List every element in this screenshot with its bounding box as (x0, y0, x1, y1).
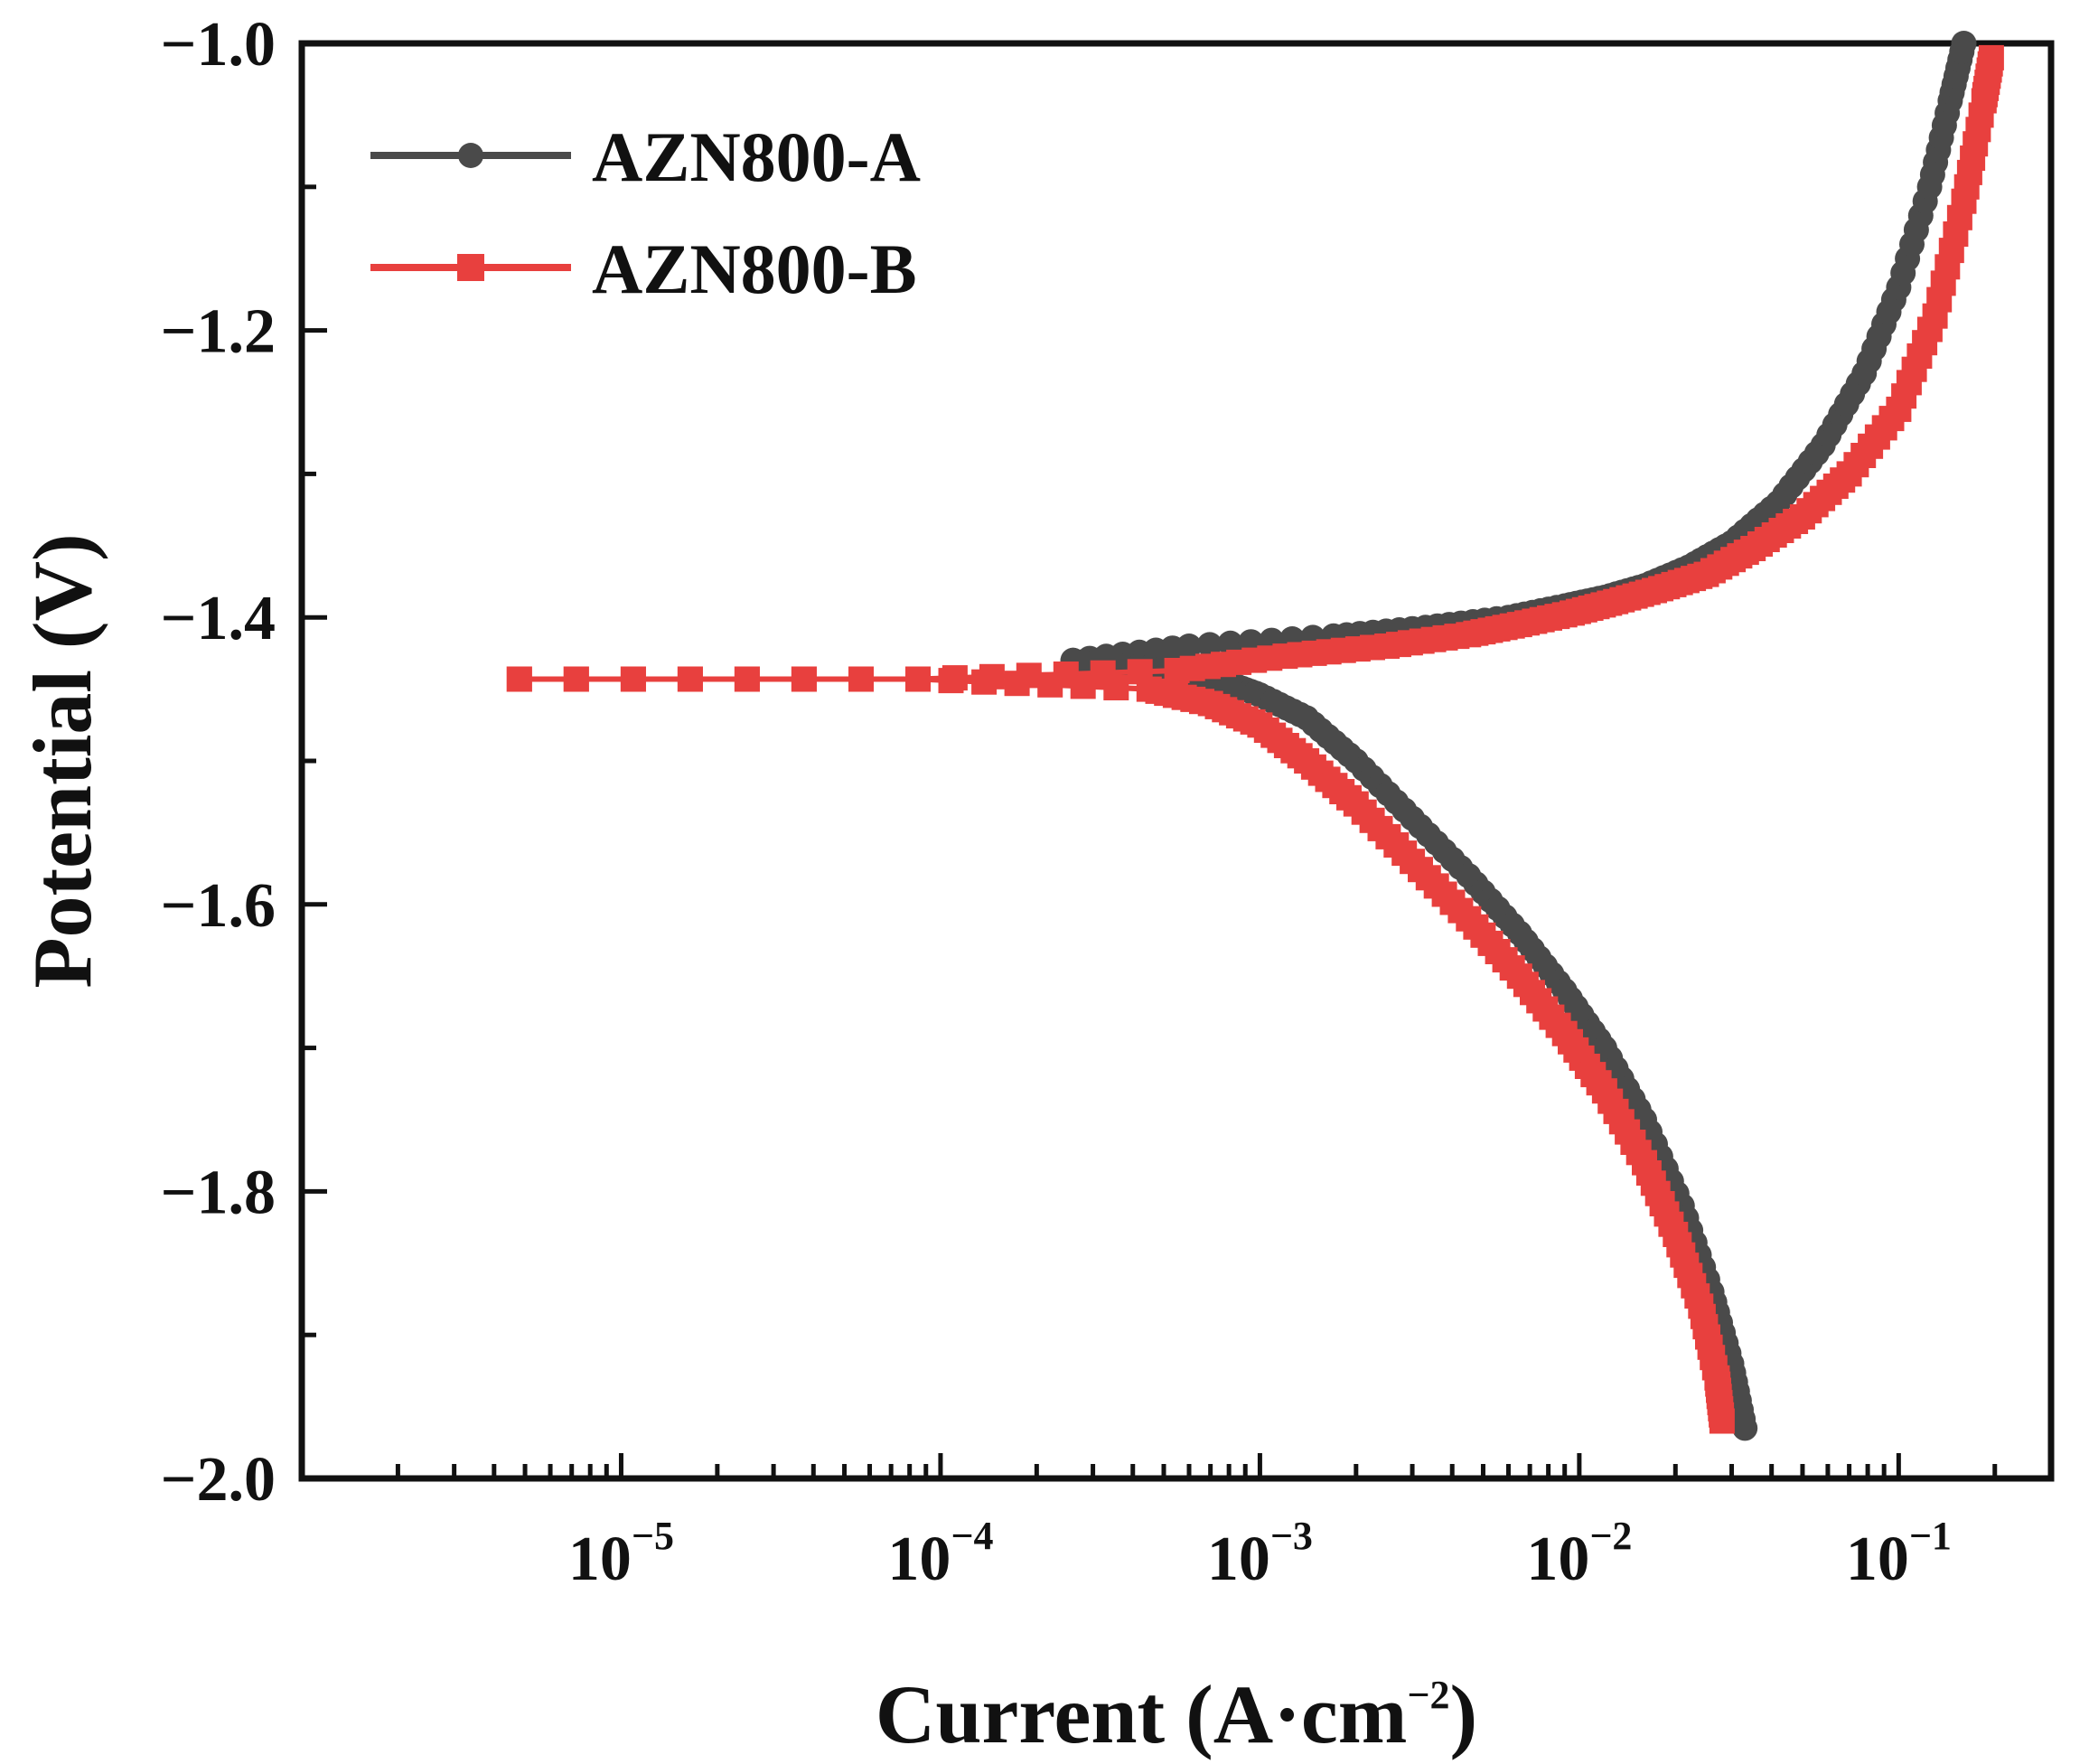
y-axis-label: Potential (V) (16, 533, 108, 988)
point-azn800-b (938, 668, 964, 694)
x-tick-label: 10−2 (1526, 1514, 1632, 1594)
x-tick-exponent: −1 (1909, 1514, 1952, 1558)
legend-label-azn800-b: AZN800-B (592, 230, 917, 308)
series-layer (506, 31, 2004, 1441)
x-axis-label: Current (A·cm−2) (876, 1668, 1477, 1760)
point-azn800-b (791, 666, 817, 692)
point-azn800-b (1037, 671, 1063, 698)
x-tick-label: 10−4 (887, 1514, 993, 1594)
point-azn800-b (905, 666, 931, 692)
x-tick-base: 10 (568, 1525, 632, 1594)
point-azn800-b (1709, 1408, 1735, 1434)
point-azn800-a (1176, 633, 1202, 659)
x-tick-label: 10−1 (1846, 1514, 1952, 1594)
legend-marker-azn800-a (458, 143, 483, 168)
y-tick-label: −1.8 (161, 1158, 276, 1227)
x-tick-base: 10 (1207, 1525, 1270, 1594)
point-azn800-b (734, 666, 760, 692)
x-tick-exponent: −2 (1589, 1514, 1632, 1558)
legend: AZN800-A AZN800-B (370, 117, 921, 308)
point-azn800-b (563, 666, 589, 692)
y-tick-label: −1.2 (161, 297, 276, 367)
legend-label-azn800-a: AZN800-A (592, 117, 921, 196)
series-azn800-a (1060, 31, 1977, 1441)
y-tick-label: −1.4 (161, 584, 276, 653)
x-axis-label-exponent: −2 (1407, 1673, 1449, 1717)
x-tick-base: 10 (1526, 1525, 1589, 1594)
point-azn800-b (1004, 671, 1030, 697)
point-azn800-b (677, 666, 703, 692)
x-tick-label: 10−3 (1207, 1514, 1313, 1594)
axis-ticks: 10−5 10−4 10−3 10−2 10−1−1.0−1.2−1.4−1.6−1.8… (161, 10, 2054, 1594)
x-tick-exponent: −5 (632, 1514, 674, 1558)
x-tick-base: 10 (887, 1525, 951, 1594)
x-axis-label-end: ) (1449, 1668, 1477, 1760)
x-tick-exponent: −4 (951, 1514, 993, 1558)
point-azn800-a (1217, 630, 1243, 656)
x-tick-label: 10−5 (568, 1514, 674, 1594)
plot-frame (298, 40, 2055, 1482)
point-azn800-b (506, 666, 532, 692)
point-azn800-b (1070, 673, 1096, 699)
y-tick-label: −1.0 (161, 10, 276, 80)
y-tick-label: −1.6 (161, 871, 276, 941)
series-line-azn800-a-cathodic (1073, 657, 1748, 1430)
point-azn800-a (1196, 632, 1222, 658)
x-tick-exponent: −3 (1270, 1514, 1313, 1558)
x-tick-base: 10 (1846, 1525, 1909, 1594)
y-tick-label: −2.0 (161, 1445, 276, 1515)
point-azn800-b (848, 666, 874, 692)
point-azn800-b (971, 669, 998, 695)
point-azn800-a (1732, 1415, 1758, 1441)
point-azn800-b (620, 666, 646, 692)
series-azn800-b (506, 44, 2004, 1434)
legend-marker-azn800-b (457, 254, 484, 281)
point-azn800-a (1951, 31, 1977, 56)
x-axis-label-base: Current (A·cm (876, 1668, 1407, 1760)
series-line-azn800-b-cathodic (519, 676, 1725, 1422)
point-azn800-b (1103, 675, 1129, 700)
point-azn800-b (1978, 44, 2004, 70)
series-line-azn800-a-anodic (1073, 42, 1967, 663)
